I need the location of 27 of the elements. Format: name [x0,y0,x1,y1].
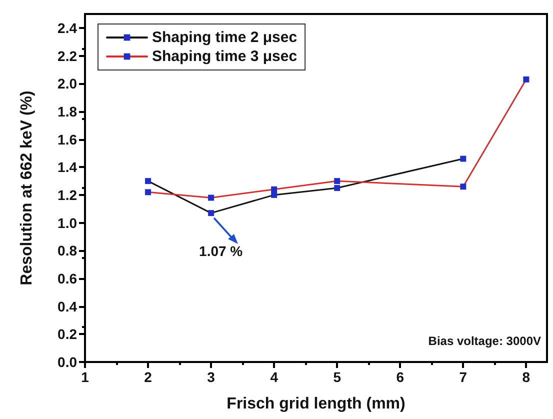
legend-label: Shaping time 2 μsec [152,29,298,46]
legend-label: Shaping time 3 μsec [152,48,298,65]
x-tick-label: 4 [270,369,278,385]
x-tick-label: 5 [333,369,342,385]
y-tick-label: 0.8 [58,242,78,259]
y-tick-label: 0.2 [58,326,78,342]
y-tick-label: 2.2 [58,48,78,64]
y-tick-label: 0.4 [58,298,78,314]
y-tick-label: 1.2 [58,186,78,203]
y-tick-label: 2.0 [58,76,78,92]
x-axis-title: Frisch grid length (mm) [226,396,406,412]
y-tick-label: 1.4 [58,159,78,176]
x-tick-label: 2 [144,369,152,385]
y-tick-label: 1.0 [58,214,78,231]
x-tick-label: 6 [396,369,404,385]
y-tick-label: 0.6 [58,270,78,286]
annotation: Bias voltage: 3000V [428,334,542,348]
annotation: 1.07 % [199,243,243,260]
x-tick-label: 8 [522,369,530,385]
x-tick-label: 7 [459,369,468,385]
x-tick-label: 3 [207,369,216,385]
y-tick-label: 1.6 [58,131,78,148]
y-tick-label: 1.8 [58,103,78,120]
y-tick-label: 0.0 [58,354,78,370]
y-tick-label: 2.4 [58,20,78,36]
x-tick-label: 1 [81,369,90,385]
y-axis-title: Resolution at 662 keV (%) [18,90,36,286]
